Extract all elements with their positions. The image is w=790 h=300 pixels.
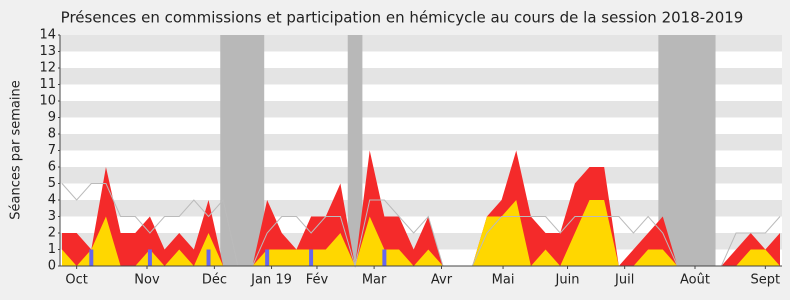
x-tick-label: Juin (555, 273, 580, 288)
y-tick-label: 12 (39, 61, 56, 76)
y-tick-label: 13 (39, 44, 56, 59)
line (61, 183, 781, 268)
x-tick-label: Août (680, 273, 710, 288)
shaded-period (658, 35, 716, 266)
x-tick-label: Oct (65, 273, 87, 288)
x-tick-label: Nov (134, 273, 160, 288)
x-tick-label: Jan 19 (250, 273, 292, 288)
y-tick-label: 5 (48, 176, 56, 191)
y-tick-label: 6 (48, 160, 56, 175)
y-tick-label: 8 (48, 127, 56, 142)
bar (89, 249, 94, 266)
bar (147, 249, 152, 266)
y-tick-label: 3 (48, 209, 56, 224)
y-tick-label: 4 (48, 193, 56, 208)
x-tick-label: Juil (614, 273, 634, 288)
chart-title: Présences en commissions et participatio… (61, 9, 744, 27)
y-tick-label: 11 (39, 77, 56, 92)
shaded-period (220, 35, 265, 266)
y-axis-label: Séances par semaine (9, 80, 24, 219)
bar (265, 249, 270, 266)
x-tick-label: Sept (751, 273, 781, 288)
y-tick-label: 2 (48, 226, 56, 241)
x-tick-label: Avr (431, 273, 453, 288)
y-tick-label: 1 (48, 242, 56, 257)
bar (206, 249, 211, 266)
bar (309, 249, 314, 266)
y-tick-label: 7 (48, 143, 56, 158)
y-tick-label: 14 (39, 28, 56, 43)
y-tick-label: 9 (48, 110, 56, 125)
x-tick-label: Déc (202, 273, 227, 288)
x-tick-label: Fév (306, 273, 329, 288)
x-tick-label: Mar (362, 273, 387, 288)
shaded-period (347, 35, 363, 266)
y-tick-label: 0 (48, 259, 56, 274)
x-tick-label: Mai (492, 273, 515, 288)
bar (382, 249, 387, 266)
y-tick-label: 10 (39, 94, 56, 109)
